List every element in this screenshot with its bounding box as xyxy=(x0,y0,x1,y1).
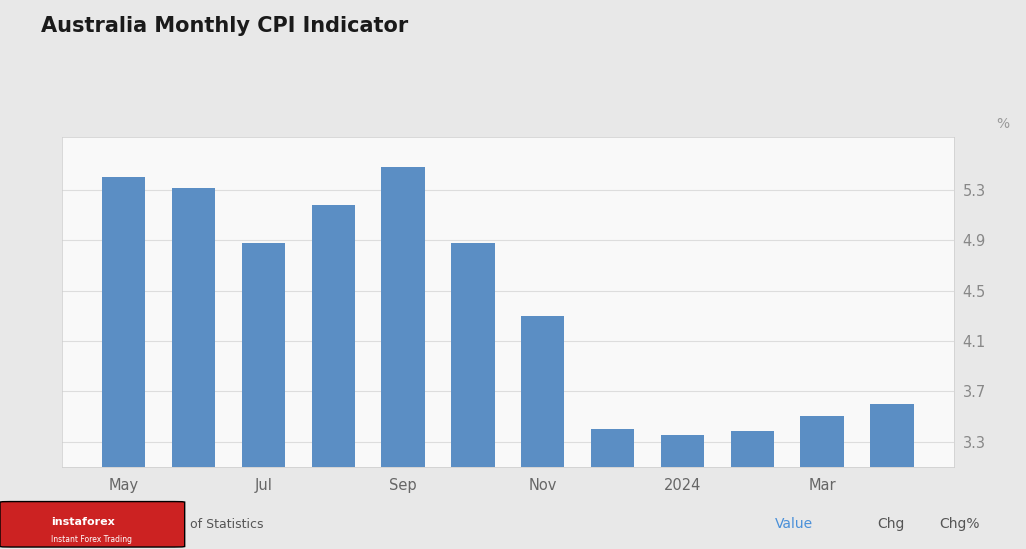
Text: Instant Forex Trading: Instant Forex Trading xyxy=(51,535,132,544)
Text: %: % xyxy=(996,116,1010,131)
Text: Chg%: Chg% xyxy=(939,517,979,531)
Bar xyxy=(382,167,425,549)
Bar xyxy=(103,177,146,549)
Bar xyxy=(870,404,913,549)
FancyBboxPatch shape xyxy=(0,502,185,547)
Bar xyxy=(591,429,634,549)
Text: Chg: Chg xyxy=(877,517,905,531)
Bar xyxy=(242,243,285,549)
Bar xyxy=(731,432,774,549)
Text: instaforex: instaforex xyxy=(51,517,115,527)
Bar xyxy=(172,188,215,549)
Bar xyxy=(451,243,495,549)
Bar xyxy=(312,205,355,549)
Text: of Statistics: of Statistics xyxy=(190,518,264,531)
Text: Australia Monthly CPI Indicator: Australia Monthly CPI Indicator xyxy=(41,16,408,36)
Bar xyxy=(521,316,564,549)
Text: Value: Value xyxy=(775,517,813,531)
Bar xyxy=(800,416,843,549)
Bar xyxy=(661,435,704,549)
